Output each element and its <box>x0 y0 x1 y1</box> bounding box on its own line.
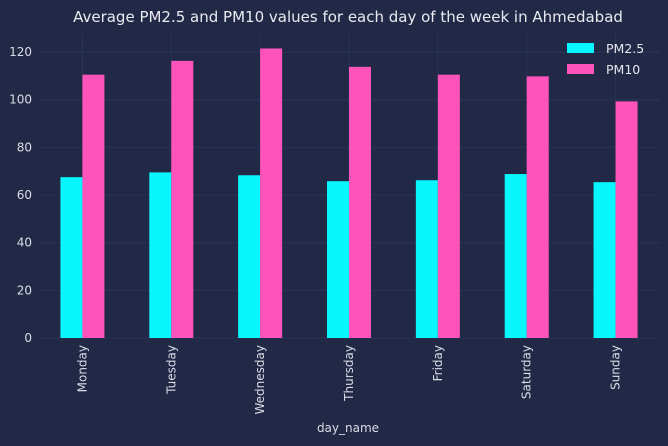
y-tick-label: 40 <box>17 236 32 250</box>
bar-pm25-thursday <box>327 181 349 338</box>
y-tick-label: 100 <box>9 93 32 107</box>
legend: PM2.5 PM10 <box>567 41 644 77</box>
x-tick-label-sunday: Sunday <box>609 345 623 390</box>
x-tick-label-monday: Monday <box>75 345 89 392</box>
x-tick-label-thursday: Thursday <box>342 345 356 402</box>
x-axis-label: day_name <box>317 421 379 435</box>
bar-pm10-saturday <box>526 76 549 338</box>
legend-label: PM10 <box>606 62 640 77</box>
bar-pm25-friday <box>415 180 438 338</box>
legend-swatch <box>567 43 594 53</box>
y-tick-label: 120 <box>9 45 32 59</box>
bar-pm25-monday <box>60 177 83 338</box>
bars <box>60 48 638 338</box>
bar-pm10-sunday <box>615 101 638 338</box>
x-axis-ticks: Monday Tuesday Wednesday Thursday Friday Satu… <box>75 345 622 414</box>
x-tick-label-tuesday: Tuesday <box>164 345 178 395</box>
bar-pm25-sunday <box>593 182 616 338</box>
bar-pm25-saturday <box>504 174 527 338</box>
x-tick-label-wednesday: Wednesday <box>253 345 267 414</box>
bar-pm25-tuesday <box>149 172 172 338</box>
bar-pm25-wednesday <box>238 175 261 338</box>
y-tick-label: 20 <box>17 283 32 297</box>
y-axis-ticks: 0 20 40 60 80 100 120 <box>9 45 32 345</box>
legend-label: PM2.5 <box>606 41 644 56</box>
bar-pm10-thursday <box>349 66 371 338</box>
bar-pm10-wednesday <box>260 48 283 338</box>
bar-pm10-friday <box>437 74 460 338</box>
y-tick-label: 0 <box>24 331 32 345</box>
legend-swatch <box>567 64 594 74</box>
x-tick-label-saturday: Saturday <box>520 345 534 399</box>
bar-pm10-tuesday <box>171 60 194 338</box>
bar-pm10-monday <box>82 74 105 338</box>
y-tick-label: 60 <box>17 188 32 202</box>
x-tick-label-friday: Friday <box>431 345 445 381</box>
chart-title: Average PM2.5 and PM10 values for each d… <box>73 8 623 26</box>
y-tick-label: 80 <box>17 140 32 154</box>
